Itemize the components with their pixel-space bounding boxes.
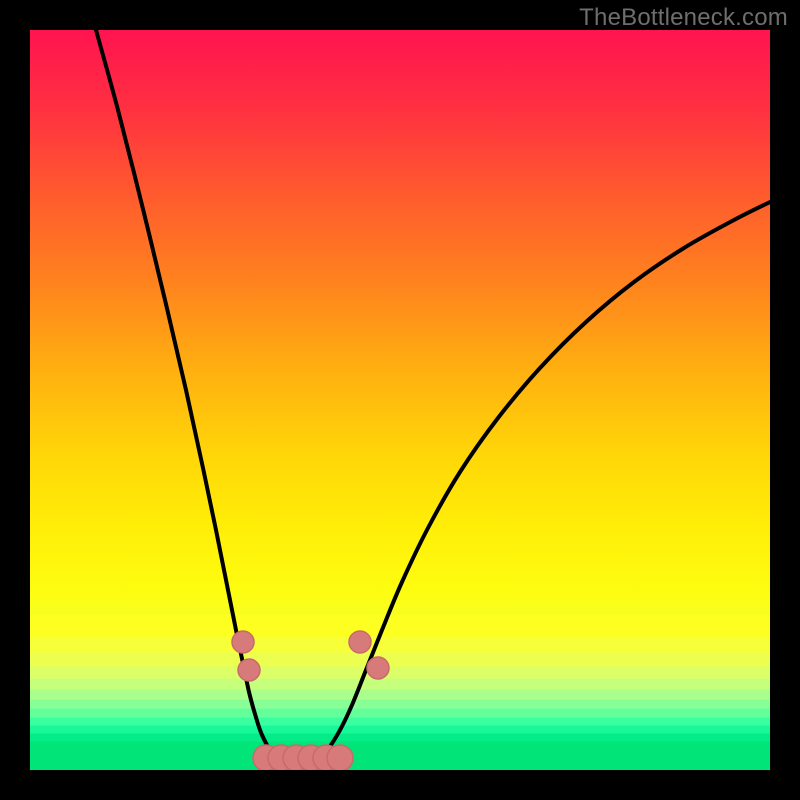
curve-marker[interactable] [349,631,371,653]
bottom-stripe-band [30,615,770,773]
valley-marker-blob [253,745,353,771]
curve-marker[interactable] [238,659,260,681]
curve-marker[interactable] [232,631,254,653]
curve-marker[interactable] [367,657,389,679]
chart-svg [0,0,800,800]
watermark-label: TheBottleneck.com [579,4,788,32]
